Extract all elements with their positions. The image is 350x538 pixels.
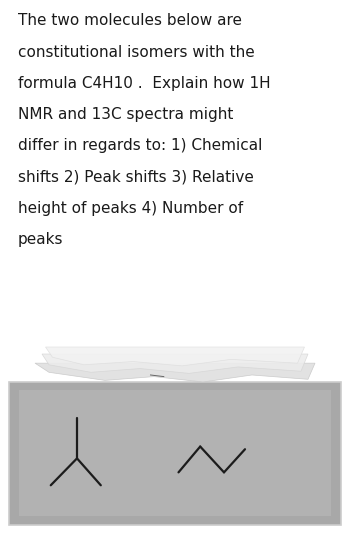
Text: formula C4H10 .  Explain how 1H: formula C4H10 . Explain how 1H (18, 76, 270, 91)
Text: The two molecules below are: The two molecules below are (18, 13, 241, 29)
Text: constitutional isomers with the: constitutional isomers with the (18, 45, 254, 60)
Text: differ in regards to: 1) Chemical: differ in regards to: 1) Chemical (18, 138, 262, 153)
Polygon shape (42, 354, 308, 373)
Polygon shape (46, 347, 304, 366)
FancyBboxPatch shape (19, 390, 331, 516)
FancyBboxPatch shape (9, 382, 341, 525)
Polygon shape (35, 363, 315, 382)
Text: shifts 2) Peak shifts 3) Relative: shifts 2) Peak shifts 3) Relative (18, 169, 253, 185)
Text: height of peaks 4) Number of: height of peaks 4) Number of (18, 201, 243, 216)
Text: peaks: peaks (18, 232, 63, 247)
Text: NMR and 13C spectra might: NMR and 13C spectra might (18, 107, 233, 122)
